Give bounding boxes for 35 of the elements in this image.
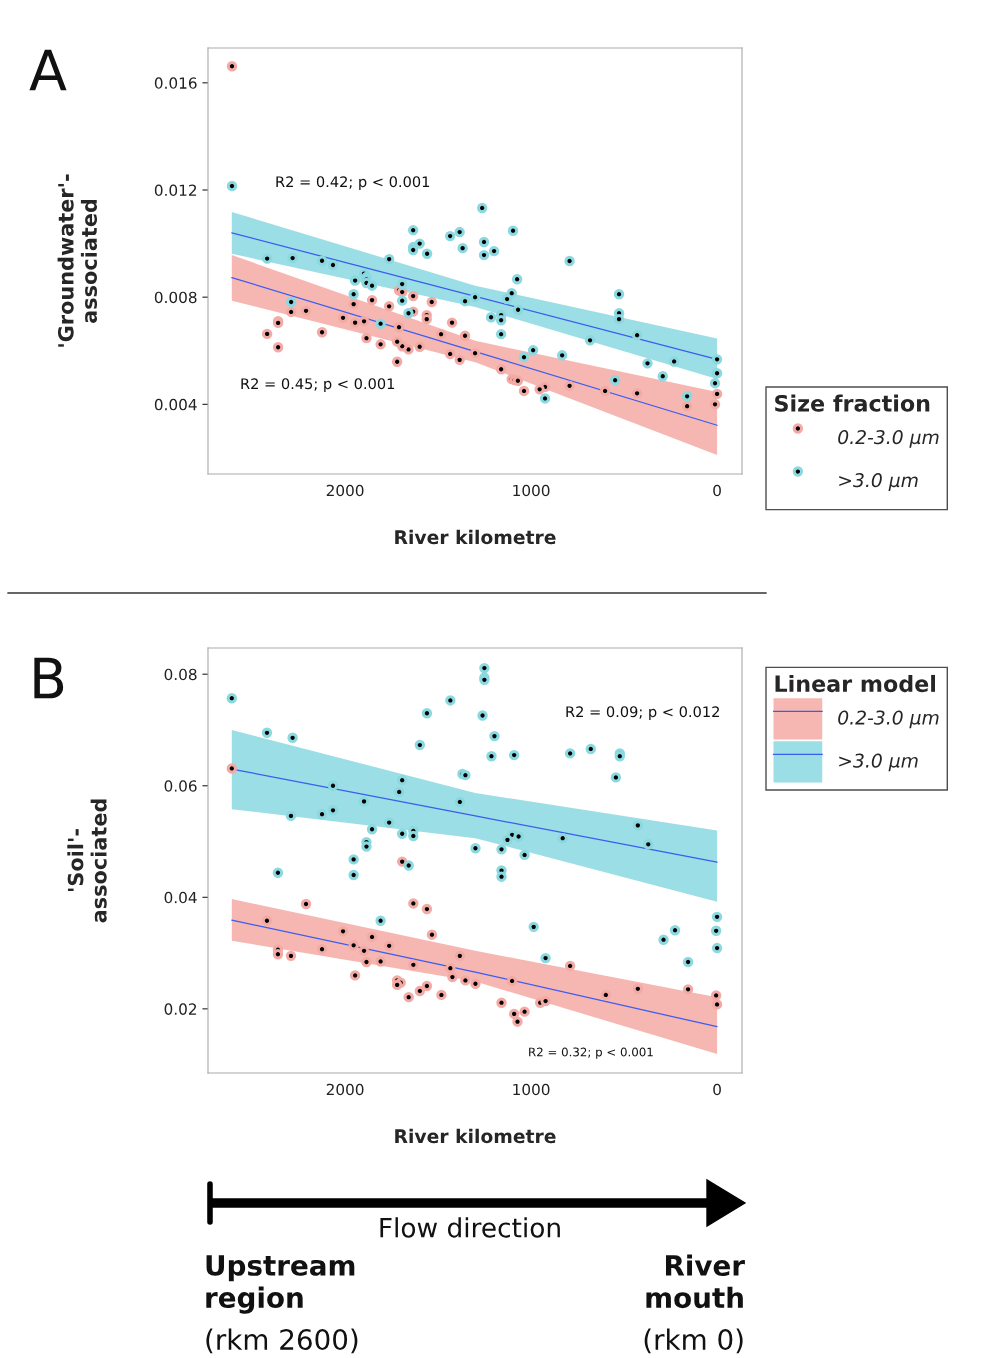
x-tick-label: 0 (713, 1083, 721, 1096)
x-tick-label: 2000 (326, 484, 364, 497)
text: Flow direction (380, 1217, 560, 1238)
annotation: R2 = 0.09; p < 0.012 (566, 706, 719, 721)
text: (rkm 0) (644, 1328, 743, 1354)
y-tick-label: 0.04 (164, 891, 197, 904)
x-tick-label: 1000 (513, 1083, 550, 1096)
text: A (29, 49, 67, 91)
y-tick-label: 0.016 (154, 77, 197, 89)
y-axis-title: 'Groundwater'- associated (57, 174, 98, 347)
text: B (34, 657, 64, 699)
x-axis-title: River kilometre (395, 529, 556, 545)
legend-label: 0.2-3.0 μm (838, 430, 939, 448)
x-tick-label: 1000 (513, 484, 550, 497)
x-tick-label: 2000 (326, 1083, 364, 1096)
legend-label: >3.0 μm (839, 753, 918, 772)
y-tick-label: 0.008 (154, 291, 197, 304)
text: (rkm 2600) (206, 1328, 358, 1354)
y-tick-label: 0.004 (154, 398, 197, 411)
y-tick-label: 0.012 (154, 184, 197, 197)
annotation: R2 = 0.32; p < 0.001 (529, 1047, 653, 1059)
annotation: R2 = 0.42; p < 0.001 (276, 176, 430, 191)
y-axis-title: 'Soil'- associated (67, 799, 107, 923)
annotation: R2 = 0.45; p < 0.001 (241, 378, 395, 393)
y-tick-label: 0.02 (164, 1003, 197, 1015)
x-tick-label: 0 (713, 484, 721, 497)
text: River mouth (646, 1254, 745, 1309)
legend-label: >3.0 μm (839, 473, 918, 491)
y-tick-label: 0.08 (164, 668, 197, 681)
text: Upstream region (206, 1255, 355, 1314)
x-axis-title: River kilometre (395, 1128, 556, 1144)
y-tick-label: 0.06 (164, 780, 197, 792)
legend-label: 0.2-3.0 μm (838, 710, 939, 729)
legend-title: Linear model (775, 674, 936, 693)
legend-title: Size fraction (775, 394, 930, 412)
